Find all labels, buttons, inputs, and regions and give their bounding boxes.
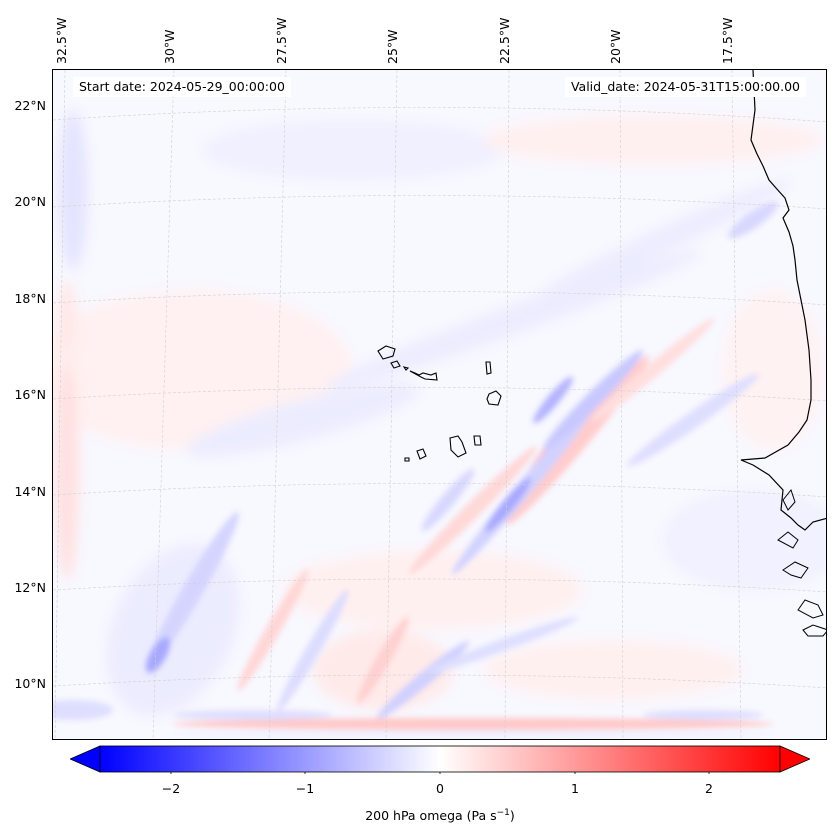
island-brava	[404, 457, 410, 462]
valid-date-label: Valid_date: 2024-05-31T15:00:00.00	[564, 77, 806, 97]
lat-label-12n: 12°N	[14, 580, 46, 595]
colorbar-label-text: 200 hPa omega (Pa s	[365, 808, 497, 824]
island-sao-vicente	[390, 360, 401, 369]
colorbar-tick-neg2: −2	[161, 781, 181, 796]
island-boa-vista	[486, 390, 502, 406]
island-santiago	[449, 435, 467, 458]
colorbar-gradient	[99, 745, 781, 773]
lat-label-14n: 14°N	[14, 484, 46, 499]
colorbar-label-tail: )	[509, 808, 515, 824]
lat-label-22n: 22°N	[14, 98, 46, 113]
lat-label-10n: 10°N	[14, 676, 46, 691]
island-fogo	[416, 448, 427, 460]
colorbar-tick-neg1: −1	[295, 781, 315, 796]
island-santa-luzia	[402, 366, 410, 371]
colorbar-tick-2: 2	[705, 781, 713, 796]
lon-label-20w: 20°W	[608, 29, 623, 64]
island-sal	[485, 361, 492, 375]
colorbar-extend-min	[70, 745, 101, 773]
graticule	[53, 70, 826, 739]
colorbar-tick-marks	[170, 772, 710, 774]
colorbar	[70, 745, 810, 774]
coast-detail	[777, 488, 826, 637]
colorbar-label: 200 hPa omega (Pa s−1)	[0, 808, 837, 823]
omega-map-panel: Start date: 2024-05-29_00:00:00 Valid_da…	[52, 69, 827, 740]
lon-label-22-5w: 22.5°W	[497, 17, 512, 64]
island-sao-nicolau	[409, 370, 438, 381]
lat-label-20n: 20°N	[14, 194, 46, 209]
lon-label-32-5w: 32.5°W	[54, 17, 69, 64]
omega-background-patches	[53, 70, 826, 739]
colorbar-label-exponent: −1	[496, 808, 510, 818]
lon-label-17-5w: 17.5°W	[720, 17, 735, 64]
africa-coastline	[740, 70, 826, 531]
colorbar-extend-max	[779, 745, 810, 773]
start-date-label: Start date: 2024-05-29_00:00:00	[73, 77, 291, 97]
lat-label-16n: 16°N	[14, 387, 46, 402]
island-maio	[473, 435, 482, 446]
island-santo-antao	[377, 345, 396, 360]
lon-label-27-5w: 27.5°W	[274, 17, 289, 64]
colorbar-tick-0: 0	[436, 781, 444, 796]
lon-label-25w: 25°W	[385, 29, 400, 64]
colorbar-tick-1: 1	[571, 781, 579, 796]
omega-field	[53, 70, 826, 739]
lon-label-30w: 30°W	[162, 29, 177, 64]
lat-label-18n: 18°N	[14, 291, 46, 306]
omega-bands	[53, 201, 778, 738]
cape-verde-islands	[377, 345, 502, 462]
